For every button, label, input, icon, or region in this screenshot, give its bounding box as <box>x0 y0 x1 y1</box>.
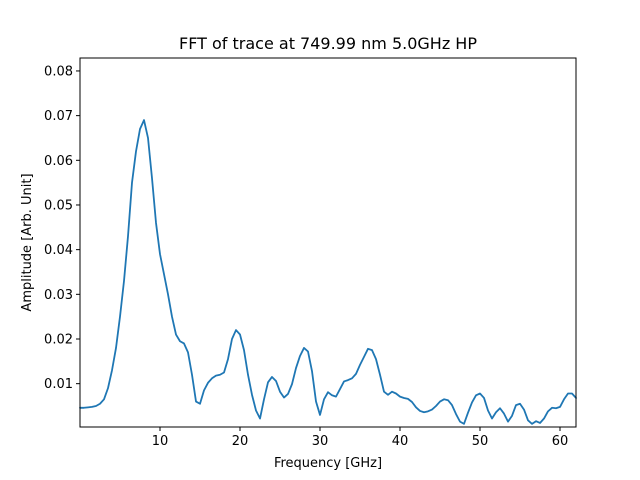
plot-layer <box>79 119 577 425</box>
y-tick-label: 0.02 <box>44 332 73 347</box>
x-axis-label: Frequency [GHz] <box>274 456 382 471</box>
x-tick-label: 60 <box>552 434 569 449</box>
y-axis-label: Amplitude [Arb. Unit] <box>20 173 35 311</box>
chart-title: FFT of trace at 749.99 nm 5.0GHz HP <box>179 34 477 53</box>
plot-frame <box>79 57 577 428</box>
x-tick-label: 10 <box>152 434 169 449</box>
y-tick-label: 0.01 <box>44 377 73 392</box>
series-line <box>79 119 577 425</box>
y-axis: 0.01 0.02 0.03 0.04 0.05 0.06 0.07 0.08 <box>44 64 80 392</box>
y-tick-label: 0.03 <box>44 288 73 303</box>
y-tick-label: 0.07 <box>44 109 73 124</box>
x-tick-label: 40 <box>392 434 409 449</box>
y-tick-label: 0.08 <box>44 64 73 79</box>
y-tick-label: 0.05 <box>44 198 73 213</box>
x-tick-label: 30 <box>312 434 329 449</box>
x-tick-label: 20 <box>232 434 249 449</box>
x-axis: 10 20 30 40 50 60 <box>152 427 569 449</box>
y-tick-label: 0.06 <box>44 154 73 169</box>
y-tick-label: 0.04 <box>44 243 73 258</box>
plot-area <box>80 58 576 427</box>
x-tick-label: 50 <box>472 434 489 449</box>
